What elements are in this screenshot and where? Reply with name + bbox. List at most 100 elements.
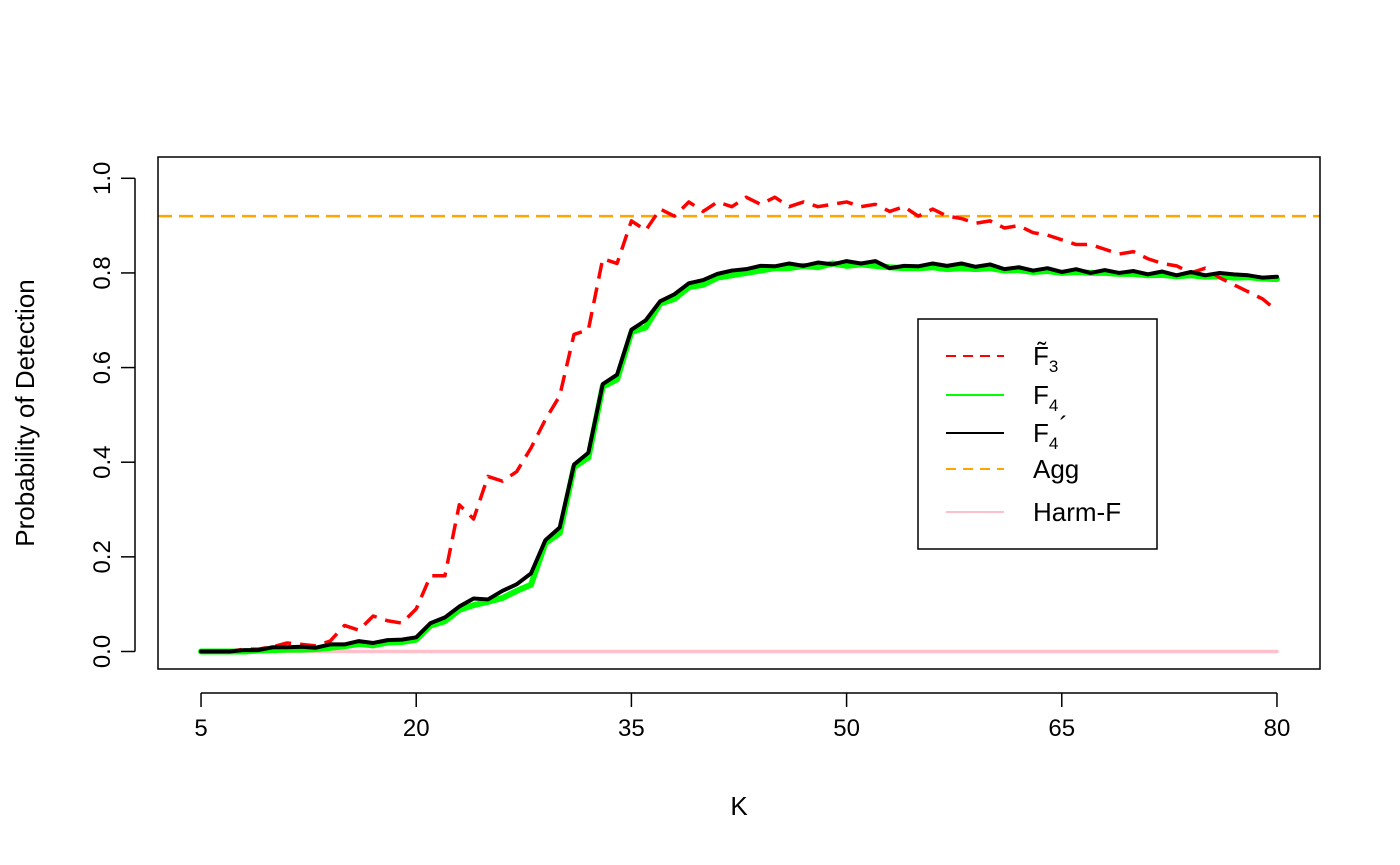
- data-point: [760, 265, 762, 267]
- data-point: [1061, 271, 1063, 273]
- data-point: [1089, 244, 1091, 246]
- data-point: [903, 265, 905, 267]
- data-point: [1089, 272, 1091, 274]
- data-point: [1147, 258, 1149, 260]
- y-tick-label: 1.0: [89, 162, 116, 195]
- data-point: [300, 649, 302, 651]
- data-point: [1018, 266, 1020, 268]
- data-point: [630, 329, 632, 331]
- data-point: [673, 293, 675, 295]
- data-point: [415, 608, 417, 610]
- data-point: [745, 272, 747, 274]
- data-point: [989, 267, 991, 269]
- x-axis: 5 20 35 50 65 80: [194, 692, 1290, 742]
- data-point: [932, 208, 934, 210]
- data-point: [731, 206, 733, 208]
- data-point: [501, 590, 503, 592]
- y-tick-label: 0.0: [89, 635, 116, 668]
- data-point: [530, 447, 532, 449]
- series-layer: [158, 195, 1320, 655]
- data-point: [1161, 262, 1163, 264]
- x-tick-label: 50: [833, 715, 860, 742]
- data-point: [372, 615, 374, 617]
- data-point: [932, 262, 934, 264]
- x-tick-label: 65: [1048, 715, 1075, 742]
- legend-subscript: 3: [1049, 357, 1058, 376]
- data-point: [458, 606, 460, 608]
- data-point: [960, 267, 962, 269]
- data-point: [645, 326, 647, 328]
- data-point: [760, 270, 762, 272]
- y-tick-label: 0.4: [89, 446, 116, 479]
- data-point: [473, 597, 475, 599]
- data-point: [1233, 277, 1235, 279]
- data-point: [544, 419, 546, 421]
- data-point: [1061, 239, 1063, 241]
- data-point: [587, 452, 589, 454]
- data-point: [1262, 277, 1264, 279]
- data-point: [803, 265, 805, 267]
- data-point: [516, 471, 518, 473]
- data-point: [516, 590, 518, 592]
- data-point: [846, 260, 848, 262]
- data-point: [774, 196, 776, 198]
- data-point: [989, 263, 991, 265]
- data-point: [874, 265, 876, 267]
- data-point: [831, 263, 833, 265]
- data-point: [702, 284, 704, 286]
- data-point: [788, 267, 790, 269]
- data-point: [286, 646, 288, 648]
- data-point: [975, 222, 977, 224]
- data-point: [616, 374, 618, 376]
- data-point: [903, 206, 905, 208]
- x-tick-label: 35: [618, 715, 645, 742]
- data-point: [1176, 274, 1178, 276]
- data-point: [1046, 234, 1048, 236]
- data-point: [501, 597, 503, 599]
- data-point: [587, 329, 589, 331]
- data-point: [559, 395, 561, 397]
- data-point: [645, 319, 647, 321]
- x-tick-label: 20: [403, 715, 430, 742]
- data-point: [1032, 232, 1034, 234]
- data-point: [229, 650, 231, 652]
- data-point: [946, 215, 948, 217]
- data-point: [1118, 272, 1120, 274]
- data-point: [1233, 273, 1235, 275]
- data-point: [1003, 268, 1005, 270]
- data-point: [487, 475, 489, 477]
- data-point: [602, 258, 604, 260]
- data-point: [1161, 274, 1163, 276]
- x-tick-label: 5: [194, 715, 207, 742]
- data-point: [960, 218, 962, 220]
- data-point: [1118, 253, 1120, 255]
- y-axis: 0.0 0.2 0.4 0.6 0.8 1.0: [89, 162, 136, 668]
- data-point: [774, 265, 776, 267]
- data-point: [559, 532, 561, 534]
- data-point: [745, 196, 747, 198]
- data-point: [473, 604, 475, 606]
- data-point: [1219, 277, 1221, 279]
- data-point: [803, 201, 805, 203]
- data-point: [444, 616, 446, 618]
- data-point: [716, 273, 718, 275]
- data-point: [516, 583, 518, 585]
- data-point: [1147, 273, 1149, 275]
- data-point: [1104, 248, 1106, 250]
- data-point: [702, 279, 704, 281]
- data-point: [487, 598, 489, 600]
- data-point: [1204, 267, 1206, 269]
- data-point: [731, 274, 733, 276]
- series-line-f4-prime: [199, 259, 1279, 654]
- data-point: [501, 480, 503, 482]
- data-point: [831, 203, 833, 205]
- data-point: [1075, 268, 1077, 270]
- legend-prime: ´: [1059, 411, 1068, 441]
- data-point: [960, 262, 962, 264]
- data-point: [430, 622, 432, 624]
- data-point: [444, 575, 446, 577]
- data-point: [659, 208, 661, 210]
- data-point: [1104, 269, 1106, 271]
- data-point: [473, 518, 475, 520]
